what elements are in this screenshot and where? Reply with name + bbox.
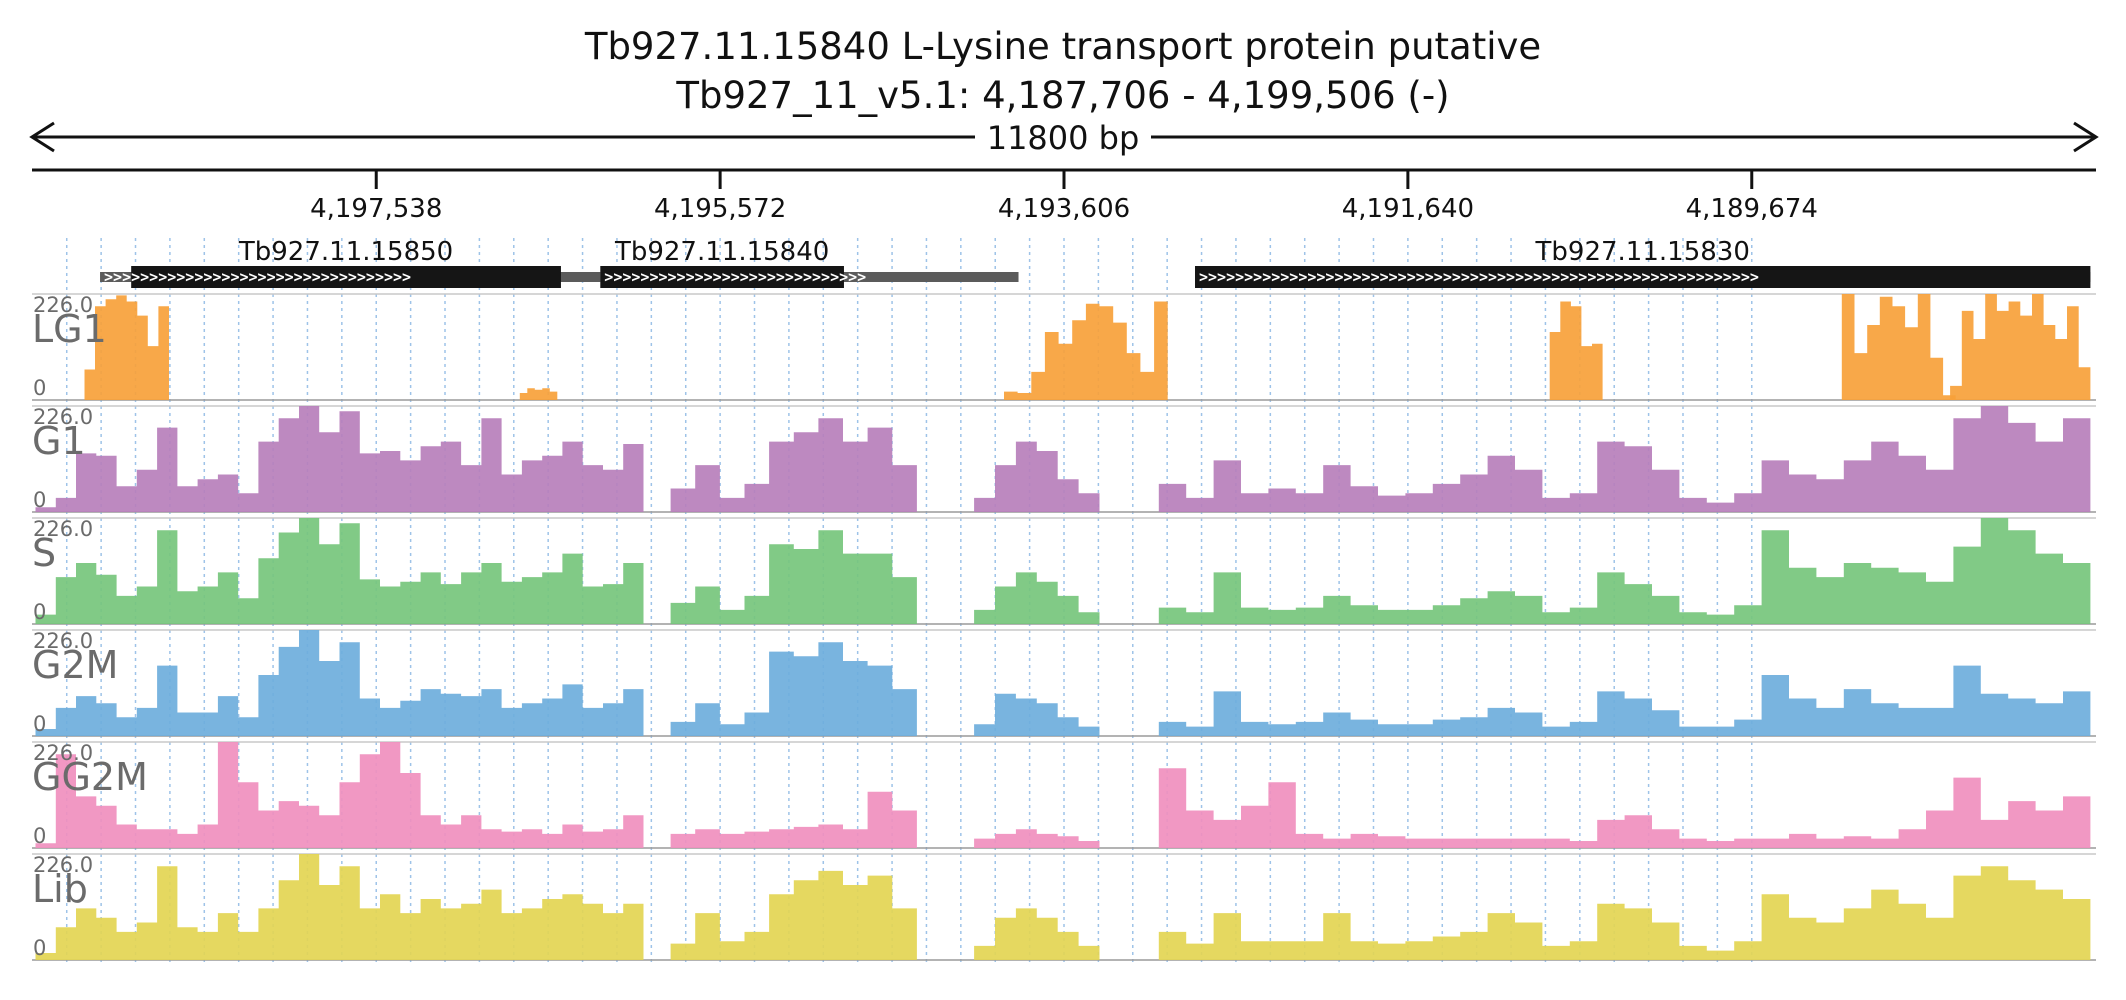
coverage-area [670, 791, 917, 848]
y-max-label: 226.0 [33, 741, 93, 765]
cds-box [131, 266, 561, 288]
track-name: GG2M [32, 755, 148, 799]
y-max-label: 226.0 [33, 853, 93, 877]
gene-Tb927.11.15840: >>>>>>>>>>>>>>>>>>>>>>>>>>>>>Tb927.11.15… [600, 237, 1019, 288]
coverage-area [1004, 301, 1168, 400]
coverage-area [1158, 665, 2091, 736]
coverage-area [35, 518, 644, 624]
coverage-area [670, 530, 917, 624]
span-ruler: 11800 bp [29, 119, 2099, 157]
coverage-area [670, 642, 917, 736]
strand-arrows-icon: >>>>>>>>>>>>>>>>>>>>>>>>>>>>> [604, 268, 866, 286]
coverage-area [974, 572, 1100, 624]
coverage-area [974, 441, 1100, 512]
gene-Tb927.11.15850: >>>>>>>>>>>>>>>>>>>>>>>>>>>>>>>>>>Tb927.… [100, 237, 601, 288]
y-max-label: 226.0 [33, 405, 93, 429]
coverage-area [670, 418, 917, 512]
track-name: LG1 [32, 307, 107, 351]
track-name: S [32, 531, 56, 575]
coverage-area [35, 630, 644, 736]
span-label: 11800 bp [987, 119, 1140, 157]
position-axis: 4,197,538 4,195,572 4,193,606 4,191,640 4,18… [32, 168, 2096, 224]
y-max-label: 226.0 [33, 293, 93, 317]
gene-Tb927.11.15830: >>>>>>>>>>>>>>>>>>>>>>>>>>>>>>>>>>>>>>>>… [1195, 237, 2091, 288]
gene-label: Tb927.11.15840 [614, 237, 829, 267]
strand-arrows-icon: >>>>>>>>>>>>>>>>>>>>>>>>>>>>>>>>>>>>>>>>… [1199, 268, 1759, 286]
x-tick-label: 4,193,606 [998, 194, 1130, 224]
chart-title: Tb927.11.15840 L-Lysine transport protei… [584, 25, 1541, 68]
cds-box [1195, 266, 2091, 288]
coverage-area [974, 908, 1100, 960]
x-tick-label: 4,195,572 [654, 194, 786, 224]
y-min-label: 0 [33, 488, 46, 512]
strand-arrows-icon: >>>>>>>>>>>>>>>>>>>>>>>>>>>>>>>>>> [104, 268, 411, 286]
coverage-area [670, 870, 917, 960]
coverage-area [519, 388, 558, 400]
cds-box [600, 266, 844, 288]
coverage-area [35, 854, 644, 960]
coverage-area [1549, 301, 1603, 400]
y-min-label: 0 [33, 824, 46, 848]
coverage-area [1158, 866, 2091, 960]
coverage-area [1841, 294, 1956, 400]
x-tick-label: 4,189,674 [1686, 194, 1818, 224]
chart-subtitle: Tb927_11_v5.1: 4,187,706 - 4,199,506 (-) [675, 74, 1449, 117]
y-min-label: 0 [33, 376, 46, 400]
coverage-area [974, 829, 1100, 848]
x-tick-label: 4,191,640 [1342, 194, 1474, 224]
track-name: G2M [32, 643, 118, 687]
arrow-right-icon [2073, 121, 2099, 153]
arrow-left-icon [29, 121, 55, 153]
x-tick-label: 4,197,538 [310, 194, 442, 224]
y-max-label: 226.0 [33, 517, 93, 541]
coverage-area [84, 295, 169, 400]
gene-label: Tb927.11.15850 [238, 237, 453, 267]
coverage-area [1950, 294, 2091, 400]
coverage-tracks: LG1226.00G1226.00S226.00G2M226.00GG2M226… [32, 293, 2096, 961]
y-min-label: 0 [33, 712, 46, 736]
coverage-area [974, 693, 1100, 736]
track-name: Lib [32, 867, 88, 911]
track-name: G1 [32, 419, 86, 463]
coverage-area [1158, 406, 2091, 512]
coverage-area [1158, 518, 2091, 624]
coverage-area [1158, 768, 2091, 848]
gene-label: Tb927.11.15830 [1535, 237, 1750, 267]
y-min-label: 0 [33, 600, 46, 624]
y-max-label: 226.0 [33, 629, 93, 653]
gene-track: >>>>>>>>>>>>>>>>>>>>>>>>>>>>>>>>>>Tb927.… [100, 237, 2091, 288]
coverage-area [35, 742, 644, 848]
y-min-label: 0 [33, 936, 46, 960]
coverage-area [35, 406, 644, 512]
